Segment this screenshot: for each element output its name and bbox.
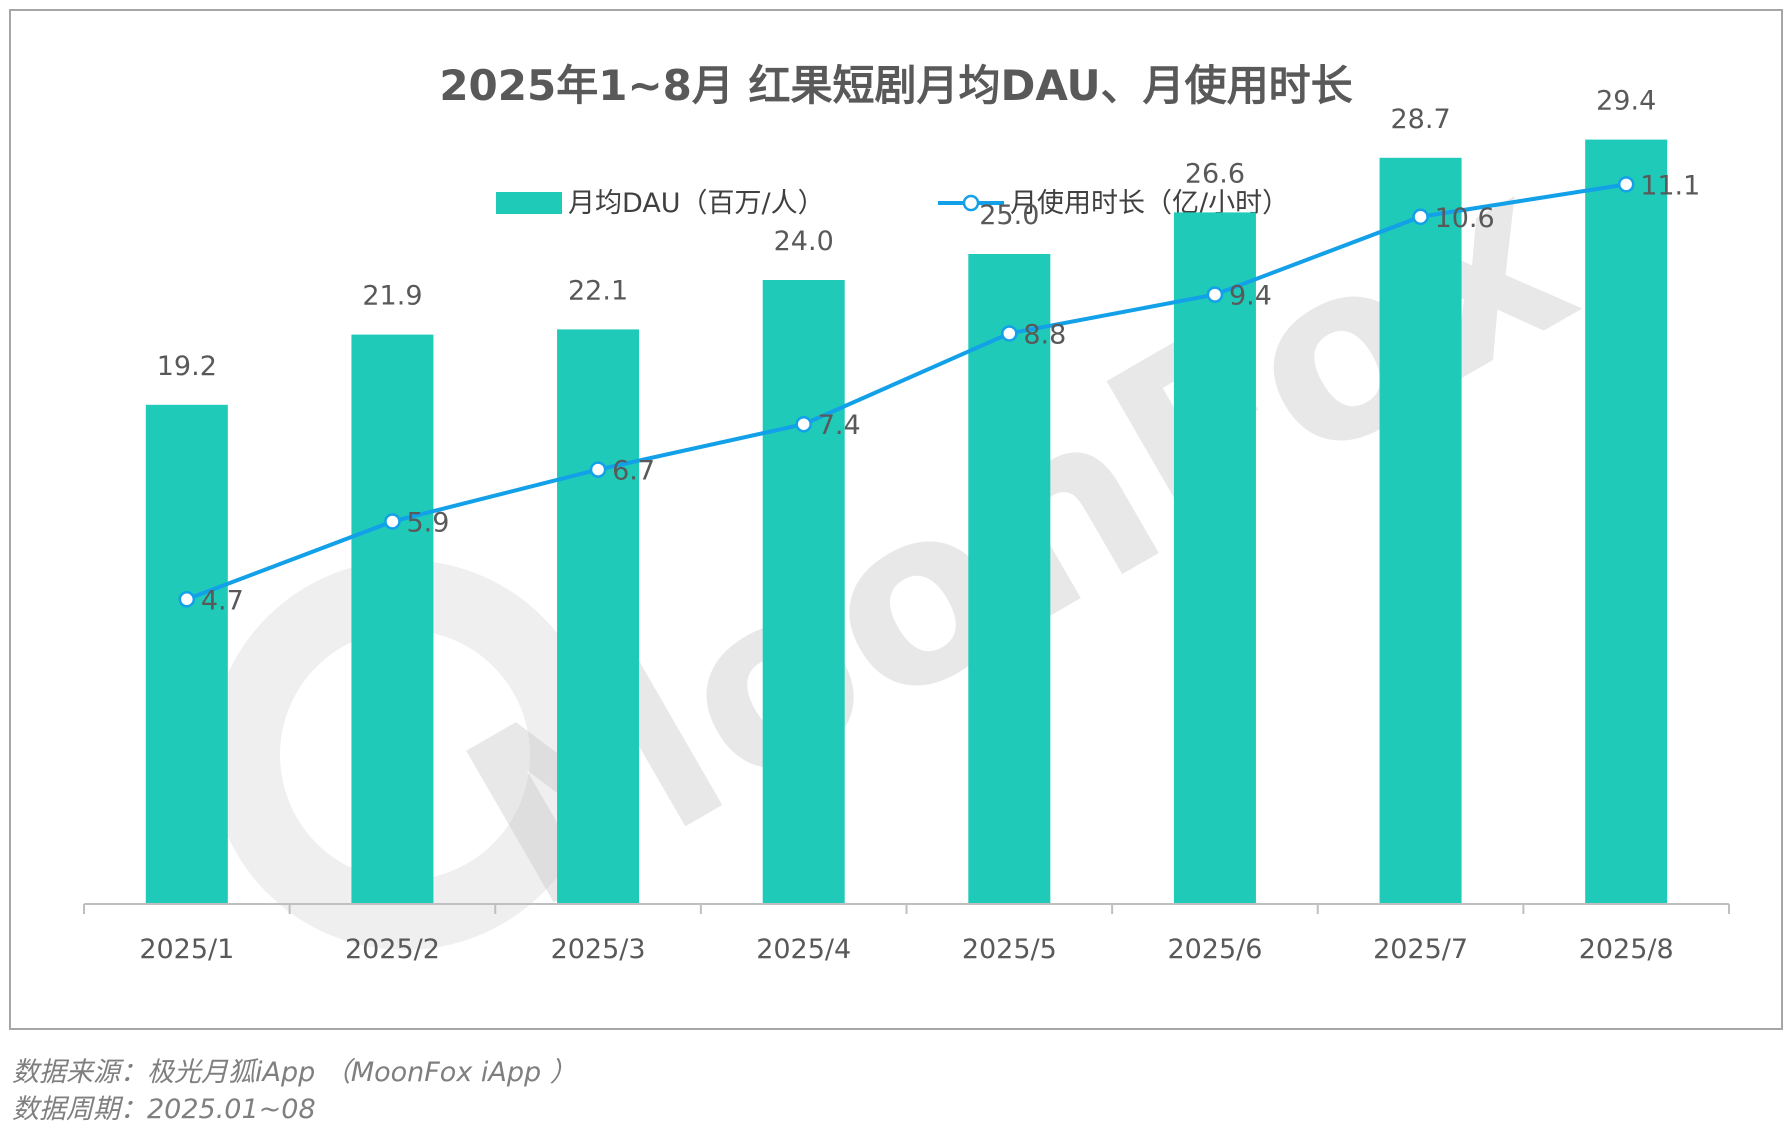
source-note: 数据来源：极光月狐iApp （MoonFox iApp ） <box>12 1057 577 1088</box>
bar-2025/7 <box>1379 157 1462 905</box>
x-tick-label: 2025/1 <box>139 934 234 965</box>
bar-2025/1 <box>145 404 228 904</box>
legend-line-marker <box>962 194 980 212</box>
line-value-label: 7.4 <box>818 410 861 441</box>
line-value-label: 11.1 <box>1640 170 1700 201</box>
legend-bar-swatch <box>496 192 562 214</box>
bar-value-label: 28.7 <box>1391 104 1451 135</box>
line-value-label: 6.7 <box>612 456 655 487</box>
legend: 月均DAU（百万/人） 月使用时长（亿/小时） <box>496 188 1289 219</box>
x-axis: 2025/1 2025/2 2025/3 2025/4 2025/5 2025/6 2025… <box>83 903 1730 965</box>
bar-2025/5 <box>968 254 1051 904</box>
x-tick-label: 2025/2 <box>345 934 440 965</box>
x-tick-label: 2025/4 <box>756 934 851 965</box>
line-point-2025/7 <box>1412 208 1429 226</box>
legend-bar-label: 月均DAU（百万/人） <box>568 188 825 219</box>
line-value-label: 5.9 <box>406 507 449 538</box>
x-tick-label: 2025/6 <box>1167 934 1262 965</box>
line-point-2025/1 <box>178 591 196 608</box>
line-value-label: 10.6 <box>1435 203 1495 234</box>
bar-value-label: 26.6 <box>1185 158 1245 189</box>
bar-2025/8 <box>1585 139 1668 905</box>
x-tick-label: 2025/8 <box>1579 934 1674 965</box>
x-tick-label: 2025/7 <box>1373 934 1468 965</box>
period-note: 数据周期：2025.01~08 <box>12 1094 316 1125</box>
bar-value-label: 25.0 <box>979 200 1039 231</box>
bar-2025/2 <box>351 334 434 905</box>
bar-series <box>145 139 1668 905</box>
bar-2025/4 <box>762 280 845 904</box>
line-value-label: 8.8 <box>1023 319 1066 350</box>
bar-value-label: 24.0 <box>774 226 834 257</box>
bar-2025/3 <box>557 329 640 904</box>
line-value-label: 9.4 <box>1229 281 1272 312</box>
bar-value-label: 29.4 <box>1596 86 1656 117</box>
line-value-label: 4.7 <box>201 585 244 616</box>
line-point-2025/4 <box>795 415 812 433</box>
bar-labels: 19.2 21.9 22.1 24.0 25.0 26.6 28.7 29.4 <box>157 86 1657 382</box>
bar-value-label: 21.9 <box>362 281 422 312</box>
line-series <box>178 176 1635 608</box>
line-point-2025/3 <box>589 461 607 478</box>
line-point-2025/6 <box>1206 286 1224 303</box>
line-point-2025/2 <box>384 513 401 530</box>
line-point-2025/8 <box>1617 176 1635 193</box>
x-tick-label: 2025/3 <box>551 934 646 965</box>
line-labels: 4.7 5.9 6.7 7.4 8.8 9.4 10.6 11.1 <box>201 170 1701 616</box>
chart-title: 2025年1~8月 红果短剧月均DAU、月使用时长 <box>439 61 1352 110</box>
chart-frame <box>9 9 1783 1030</box>
bar-value-label: 22.1 <box>568 275 628 306</box>
bar-value-label: 19.2 <box>157 351 217 382</box>
line-path <box>186 182 1627 602</box>
line-point-2025/5 <box>1001 325 1018 342</box>
x-tick-label: 2025/5 <box>962 934 1057 965</box>
bar-2025/6 <box>1173 212 1256 904</box>
